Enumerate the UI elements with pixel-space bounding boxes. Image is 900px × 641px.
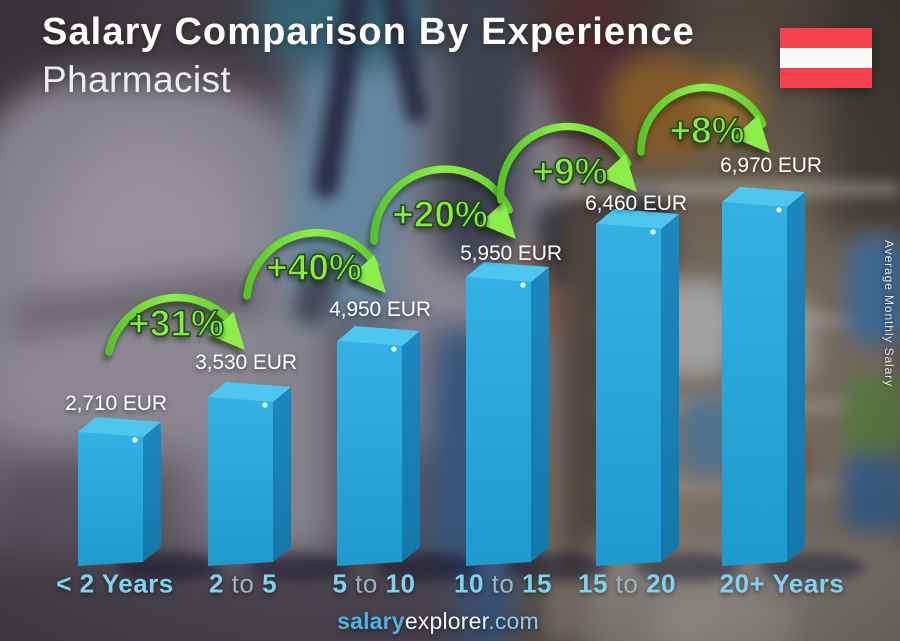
bar-top-face [466,262,549,282]
flag-stripe-middle [780,48,872,68]
arrow-arc [370,165,514,245]
bars-group [78,187,805,566]
bg-products-blue-1 [846,235,900,345]
percent-label-3: +20% [391,193,488,235]
category-label-6: 20+ Years [719,568,845,599]
value-label-6: 6,970 EUR [720,154,822,177]
page-subtitle: Pharmacist [42,59,232,100]
bar-highlight-dot [262,402,268,408]
bar-highlight-dot [132,437,138,443]
percent-label-5: +8% [669,109,745,151]
category-label-3: 5 to 10 [332,568,416,599]
header: Salary Comparison By Experience Pharmaci… [42,11,695,101]
bar-front-face [337,341,402,566]
value-label-3: 4,950 EUR [329,298,431,321]
bar-5 [596,209,679,566]
brand-explorer: explorer [404,608,489,634]
arrow-head [208,311,245,350]
bar-front-face [208,397,273,566]
increase-arrows-group [105,83,770,356]
value-label-1: 2,710 EUR [65,392,167,415]
value-label-5: 6,460 EUR [585,192,687,215]
percent-label-4: +9% [532,150,608,192]
value-label-4: 5,950 EUR [460,242,562,265]
flag-stripe-bottom [780,68,872,88]
category-label-5: 15 to 20 [578,568,676,599]
arrow-arc [243,228,380,300]
austria-flag [780,28,872,88]
bar-side-face [402,331,420,562]
category-label-to: to [223,568,263,599]
bar-6 [722,187,805,566]
increase-arrow-4 [496,122,637,204]
category-label-to: to [483,568,523,599]
category-label-4: 10 to 15 [454,568,552,599]
arrow-arc [105,293,236,356]
percent-label-1: +31% [127,302,224,344]
category-label-to: to [347,568,386,599]
bar-top-face [337,326,420,346]
bar-top-face [596,209,679,229]
bg-floor-highlight [650,585,800,641]
bar-side-face [787,192,805,562]
arrow-head [479,200,516,239]
bar-side-face [531,267,549,562]
bar-side-face [273,387,291,562]
arrow-head [600,153,637,192]
bg-shelf-board-1 [560,182,900,196]
brand-salary: salary [337,608,405,634]
category-label-1: < 2 Years [56,568,174,599]
bar-side-face [661,214,679,562]
flag-stripe-top [780,28,872,48]
bar-front-face [466,277,531,566]
increase-arrow-5 [637,83,770,156]
arrow-arc [637,83,767,156]
bar-front-face [722,202,787,566]
arrow-arc [496,122,632,204]
brand-domain: .com [488,608,539,634]
increase-arrow-2 [243,228,386,300]
bg-products-green [845,375,900,460]
page-title: Salary Comparison By Experience [42,11,695,53]
bar-highlight-dot [391,346,397,352]
bar-highlight-dot [650,229,656,235]
percent-label-2: +40% [265,246,362,288]
bar-side-face [143,422,161,562]
footer-brand: salaryexplorer.com [0,608,888,635]
bar-top-face [722,187,805,207]
increase-arrow-3 [370,165,516,245]
bar-top-face [78,417,161,437]
increase-arrow-1 [105,293,245,356]
bar-front-face [596,224,661,566]
bar-3 [337,326,420,566]
bar-4 [466,262,549,566]
arrow-head [733,114,770,153]
bg-products-blue-2 [842,455,900,535]
bar-highlight-dot [520,282,526,288]
category-label-2: 2 to 5 [208,568,278,599]
arrow-head [349,254,386,293]
y-axis-label: Average Monthly Salary [882,240,896,387]
bar-2 [208,382,291,566]
bar-top-face [208,382,291,402]
bar-front-face [78,432,143,566]
bar-highlight-dot [776,207,782,213]
bar-1 [78,417,161,566]
value-label-2: 3,530 EUR [195,351,297,374]
category-label-to: to [607,568,647,599]
